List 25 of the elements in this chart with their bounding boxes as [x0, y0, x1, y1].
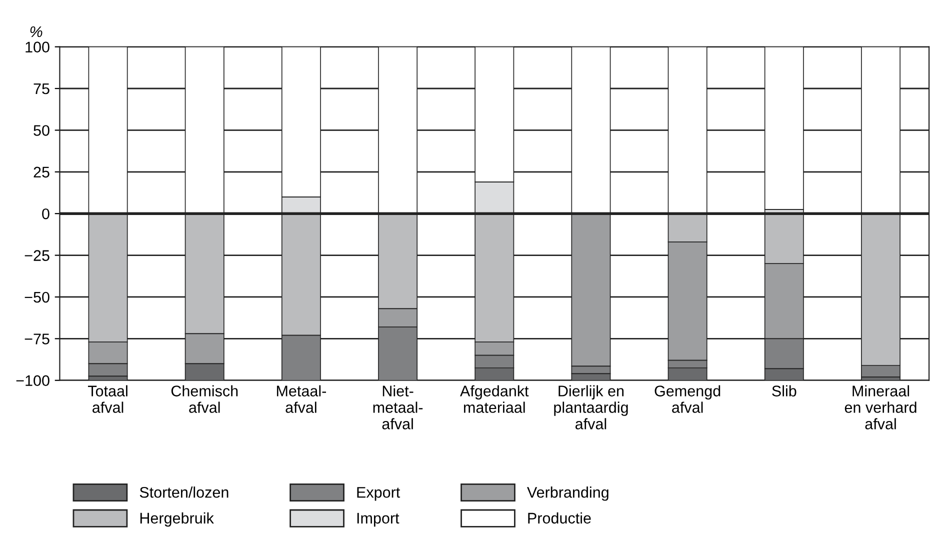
legend-label: Import: [357, 512, 400, 527]
x-tick-label: Niet- metaal- afval: [373, 385, 423, 430]
y-tick-label: 100: [26, 42, 50, 52]
legend-label: Productie: [528, 512, 591, 524]
x-tick-label: Slib: [772, 385, 796, 396]
legend-label: Export: [357, 487, 400, 501]
x-tick-label: Gemengd afval: [654, 385, 720, 413]
y-tick-label: 25: [34, 166, 50, 178]
y-tick-label: −25: [24, 250, 50, 261]
y-tick-label: −50: [24, 292, 50, 303]
x-tick-label: Afgedankt materiaal: [460, 385, 529, 413]
x-tick-label: Metaal- afval: [276, 385, 326, 413]
x-tick-label: Mineraal en verhard afval: [844, 385, 916, 430]
legend-label: Verbranding: [527, 486, 608, 501]
x-tick-label: Totaal afval: [88, 385, 128, 413]
legend-label: Hergebruik: [140, 512, 214, 527]
y-axis-title: %: [30, 26, 42, 38]
y-tick-label: −100: [16, 375, 50, 386]
y-tick-label: 50: [34, 125, 50, 136]
x-tick-label: Chemisch afval: [171, 385, 238, 413]
y-tick-label: −75: [24, 334, 50, 344]
y-tick-label: 75: [34, 84, 50, 94]
x-tick-label: Dierlijk en plantaardig afval: [554, 385, 628, 430]
y-tick-label: 0: [42, 208, 50, 220]
legend-label: Storten/lozen: [140, 486, 228, 498]
